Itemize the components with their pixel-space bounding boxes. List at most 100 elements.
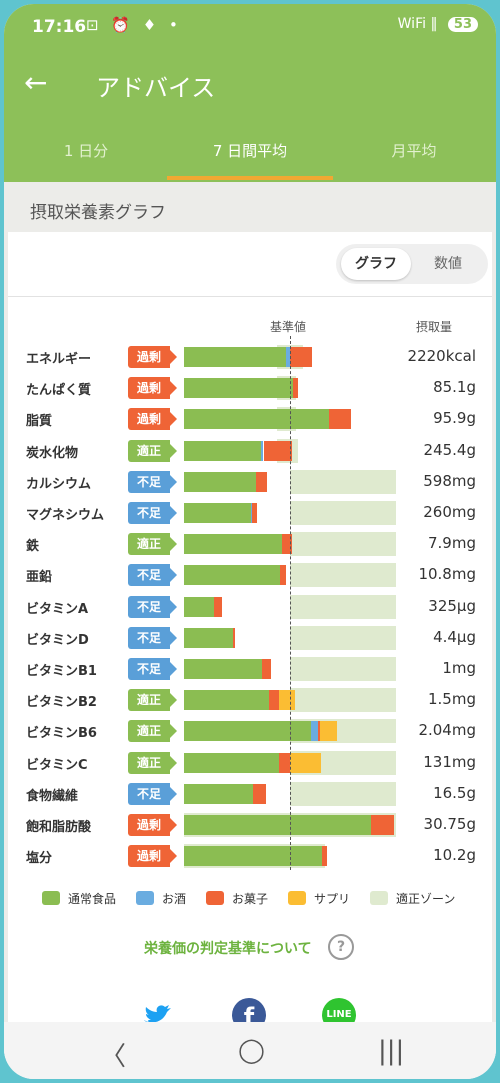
status-badge: 不足: [128, 470, 177, 493]
bar-segment-sweets: [263, 440, 293, 461]
adequate-zone: [290, 501, 396, 525]
bar-segment-normal: [184, 690, 269, 711]
bar-segment-alcohol: [261, 440, 264, 461]
bar-segment-sweets: [232, 627, 235, 648]
nutrient-label: 食物繊維: [26, 788, 79, 804]
adequate-zone: [290, 657, 396, 681]
bar-segment-normal: [184, 752, 280, 773]
bar-segment-normal: [184, 596, 214, 617]
intake-value: 85.1g: [433, 378, 476, 397]
status-badge: 不足: [128, 626, 177, 649]
active-tab-indicator: [167, 176, 333, 180]
bar-segment-sweets: [329, 409, 352, 430]
adequate-zone: [290, 625, 396, 650]
nutrient-label: 亜鉛: [26, 570, 53, 586]
legend-label: お菓子: [232, 892, 269, 906]
bar-segment-sweets: [268, 690, 280, 711]
status-badge: 適正: [128, 751, 177, 774]
intake-value: 30.75g: [423, 815, 476, 833]
bar-segment-normal: [184, 378, 294, 399]
nutrient-label: 脂質: [26, 414, 53, 430]
status-badge: 過剰: [128, 845, 177, 868]
bar-segment-normal: [184, 565, 281, 586]
nav-home-icon[interactable]: ◯: [238, 1036, 265, 1064]
battery-icon: 53: [447, 17, 478, 32]
nav-back-icon[interactable]: 〈: [100, 1042, 127, 1072]
legend-label: 通常食品: [68, 892, 117, 906]
graph-card: [8, 232, 492, 1052]
nutrient-label: ビタミンB1: [26, 664, 97, 679]
intake-value: 2220kcal: [407, 347, 476, 365]
bar-segment-supplement: [279, 690, 296, 711]
bar-segment-sweets: [281, 534, 293, 555]
bar-segment-normal: [184, 783, 253, 804]
status-right: WiFi ‖ 53: [398, 16, 478, 32]
adequate-zone: [290, 781, 396, 806]
bar-segment-supplement: [319, 721, 337, 742]
legend-item: お酒: [136, 890, 186, 907]
intake-value: 131mg: [423, 752, 476, 771]
legend-item: サプリ: [288, 890, 350, 907]
back-arrow-icon[interactable]: ←: [24, 66, 48, 99]
system-nav-bar: 〈 ◯ |||: [4, 1022, 496, 1079]
bar-segment-normal: [184, 471, 257, 492]
bar-segment-sweets: [256, 471, 267, 492]
bar-segment-normal: [184, 815, 371, 835]
bar-segment-normal: [184, 846, 322, 867]
intake-header: 摂取量: [416, 320, 453, 334]
nutrient-label: 鉄: [26, 539, 40, 555]
adequate-zone: [290, 594, 396, 619]
legend-label: サプリ: [314, 892, 351, 906]
intake-value: 10.8mg: [418, 565, 476, 584]
graph-view-button[interactable]: グラフ: [341, 248, 411, 280]
intake-value: 245.4g: [423, 440, 476, 459]
status-badge: 過剰: [128, 814, 177, 836]
legend-item: 適正ゾーン: [370, 890, 455, 907]
nutrient-label: 炭水化物: [26, 445, 79, 461]
bar-segment-sweets: [251, 503, 258, 523]
help-icon[interactable]: ?: [328, 934, 354, 960]
bar-segment-sweets: [293, 378, 299, 399]
nav-recents-icon[interactable]: |||: [378, 1036, 405, 1066]
reference-line: [290, 336, 291, 870]
reference-header: 基準値: [270, 320, 307, 334]
status-badge: 不足: [128, 658, 177, 680]
bar-segment-sweets: [321, 846, 328, 867]
criteria-link[interactable]: 栄養価の判定基準について: [144, 941, 312, 957]
bar-segment-normal: [184, 440, 262, 461]
numeric-view-button[interactable]: 数値: [434, 256, 462, 272]
app-bar: ← アドバイス: [4, 50, 496, 122]
legend-item: 通常食品: [42, 890, 116, 907]
status-badge: 適正: [128, 439, 177, 462]
bar-segment-normal: [184, 534, 282, 555]
nutrient-label: 塩分: [26, 851, 53, 867]
status-badge: 不足: [128, 502, 177, 524]
bar-segment-supplement: [290, 752, 321, 773]
nutrient-label: たんぱく質: [26, 383, 92, 399]
adequate-zone: [290, 532, 396, 557]
intake-value: 7.9mg: [428, 534, 476, 553]
nutrient-label: エネルギー: [26, 352, 92, 367]
tab-7day-average[interactable]: 7 日間平均: [212, 142, 288, 160]
tab-1day[interactable]: 1 日分: [63, 142, 109, 160]
adequate-zone: [290, 563, 396, 588]
intake-value: 260mg: [423, 503, 476, 521]
period-tabs: 1 日分 7 日間平均 月平均: [4, 122, 496, 182]
legend-swatch: [206, 891, 224, 905]
bar-segment-normal: [184, 503, 251, 523]
intake-value: 325µg: [428, 596, 476, 615]
legend-label: お酒: [162, 892, 187, 906]
divider: [8, 296, 492, 297]
bar-segment-sweets: [279, 752, 290, 773]
bar-segment-normal: [184, 347, 286, 367]
legend-label: 適正ゾーン: [396, 892, 456, 906]
legend-swatch: [136, 891, 154, 905]
twitter-icon[interactable]: [140, 998, 174, 1032]
status-time: 17:16: [32, 17, 87, 37]
legend-swatch: [370, 891, 388, 905]
section-title: 摂取栄養素グラフ: [30, 203, 166, 223]
tab-monthly-average[interactable]: 月平均: [391, 142, 437, 160]
screen: 17:16 ⊡ ⏰ ♦ • WiFi ‖ 53 ← アドバイス 1 日分 7 日…: [4, 4, 496, 1079]
status-badge: 適正: [128, 533, 177, 556]
bar-segment-normal: [184, 627, 233, 648]
